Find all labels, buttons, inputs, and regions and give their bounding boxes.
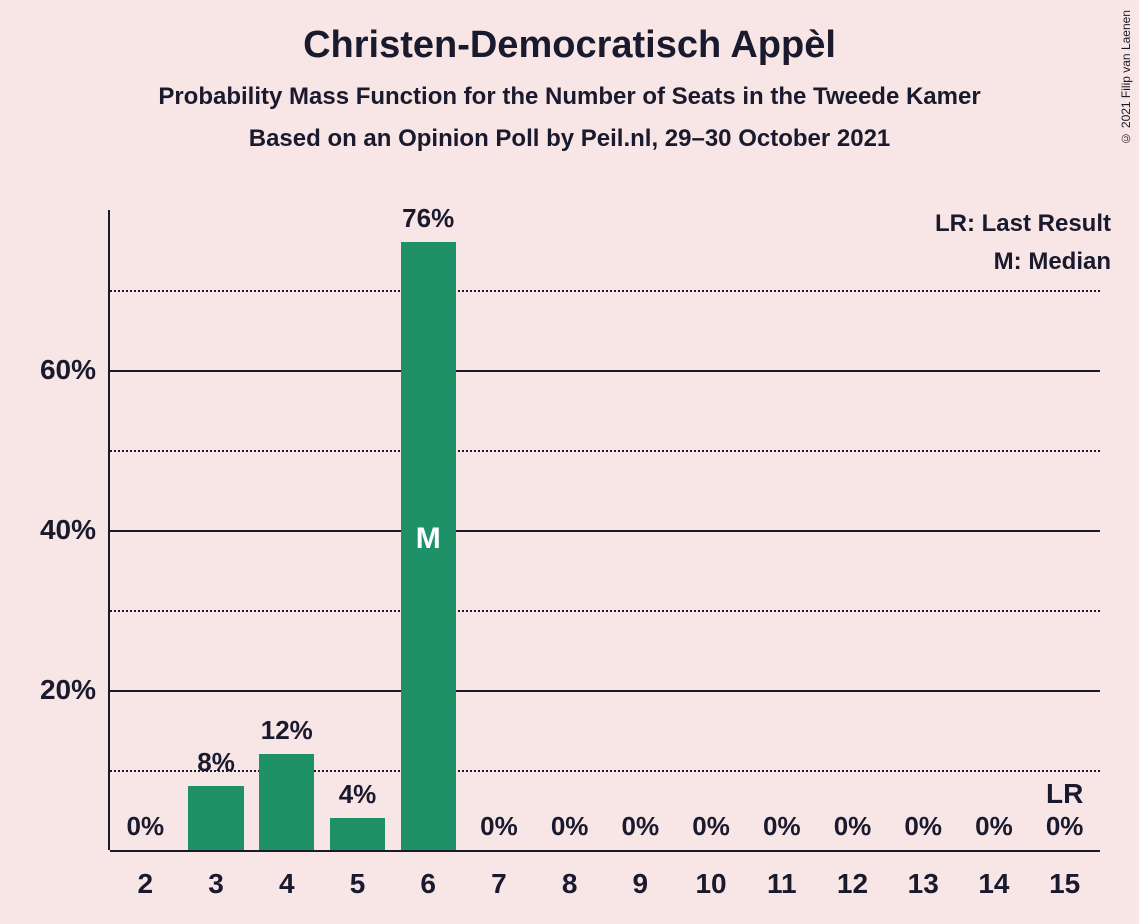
- x-tick-label: 12: [837, 868, 868, 900]
- bar-value-label: 0%: [975, 811, 1013, 842]
- bar-value-label: 0%: [480, 811, 518, 842]
- bar: 8%: [188, 786, 243, 850]
- y-tick-label: 40%: [40, 514, 96, 546]
- bar-value-label: 0%: [834, 811, 872, 842]
- y-tick-label: 20%: [40, 674, 96, 706]
- gridline-minor: [110, 450, 1100, 452]
- bar-value-label: 0%: [904, 811, 942, 842]
- y-tick-label: 60%: [40, 354, 96, 386]
- x-tick-label: 3: [208, 868, 224, 900]
- x-tick-label: 4: [279, 868, 295, 900]
- bar-value-label: 0%: [692, 811, 730, 842]
- x-tick-label: 2: [138, 868, 154, 900]
- chart-subtitle-2: Based on an Opinion Poll by Peil.nl, 29–…: [0, 125, 1139, 153]
- x-tick-label: 15: [1049, 868, 1080, 900]
- bar-value-label: 0%: [763, 811, 801, 842]
- x-tick-label: 10: [695, 868, 726, 900]
- gridline-minor: [110, 610, 1100, 612]
- last-result-marker: LR: [1046, 778, 1083, 806]
- bar: 12%: [259, 754, 314, 850]
- x-tick-label: 11: [767, 868, 797, 900]
- x-tick-label: 14: [978, 868, 1009, 900]
- bar: 76%M: [401, 242, 456, 850]
- bar-value-label: 0%: [551, 811, 589, 842]
- gridline-major: [110, 530, 1100, 532]
- gridline-minor: [110, 290, 1100, 292]
- plot-area: 20%40%60%0%28%312%44%576%M60%70%80%90%10…: [110, 210, 1100, 850]
- gridline-major: [110, 690, 1100, 692]
- x-tick-label: 5: [350, 868, 366, 900]
- y-axis: [108, 210, 110, 850]
- x-tick-label: 9: [633, 868, 649, 900]
- gridline-major: [110, 370, 1100, 372]
- bar: 4%: [330, 818, 385, 850]
- bar-value-label: 12%: [261, 715, 313, 746]
- x-tick-label: 7: [491, 868, 507, 900]
- credit-text: © 2021 Filip van Laenen: [1119, 10, 1133, 145]
- x-tick-label: 6: [420, 868, 436, 900]
- x-tick-label: 8: [562, 868, 578, 900]
- x-axis: [110, 850, 1100, 852]
- x-tick-label: 13: [908, 868, 939, 900]
- chart-title: Christen-Democratisch Appèl: [0, 0, 1139, 67]
- median-marker: M: [416, 522, 441, 556]
- bar-value-label: 4%: [339, 779, 377, 810]
- bar-value-label: 8%: [197, 747, 235, 778]
- bar-value-label: 0%: [622, 811, 660, 842]
- chart-area: 20%40%60%0%28%312%44%576%M60%70%80%90%10…: [110, 210, 1100, 850]
- bar-value-label: 0%: [1046, 811, 1084, 842]
- chart-subtitle-1: Probability Mass Function for the Number…: [0, 83, 1139, 111]
- bar-value-label: 0%: [127, 811, 165, 842]
- bar-value-label: 76%: [402, 203, 454, 234]
